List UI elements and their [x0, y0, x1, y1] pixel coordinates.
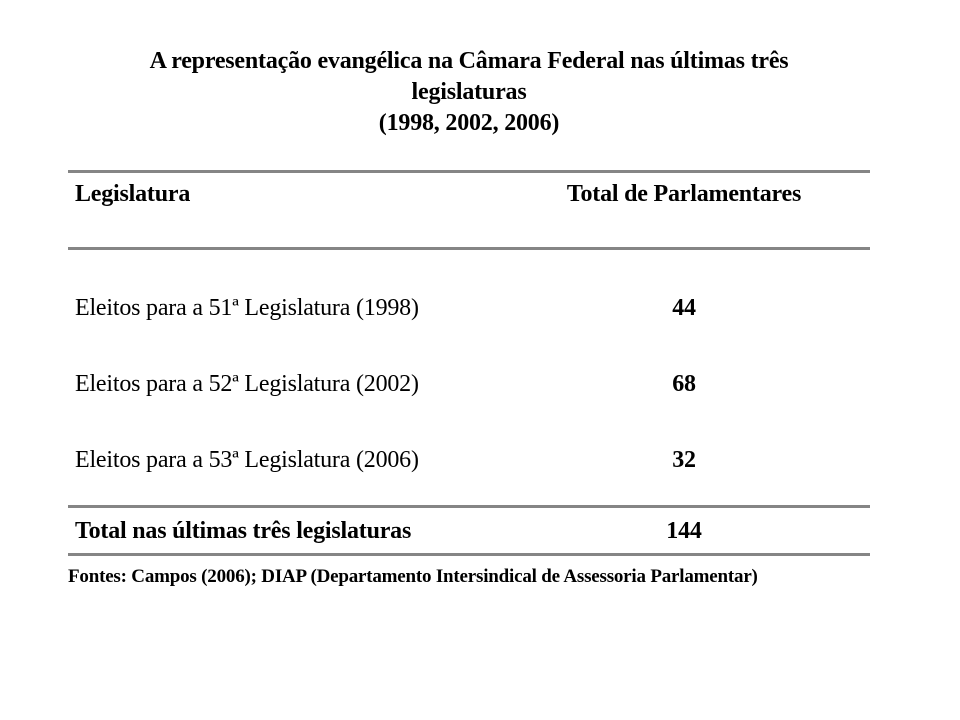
row-value-51-legislatura: 44 [672, 295, 696, 321]
row-value-52-legislatura: 68 [672, 371, 696, 397]
row-label-53-legislatura: Eleitos para a 53ª Legislatura (2006) [75, 447, 419, 473]
row-label-52-legislatura: Eleitos para a 52ª Legislatura (2002) [75, 371, 419, 397]
table-header-row: Legislatura Total de Parlamentares [68, 173, 870, 247]
spacer [68, 478, 870, 505]
legislature-table: Legislatura Total de Parlamentares Eleit… [68, 170, 870, 556]
total-top-rule [68, 505, 870, 508]
title-line-3: (1998, 2002, 2006) [378, 110, 560, 136]
table-total-row: Total nas últimas três legislaturas 144 [68, 508, 870, 553]
title-line-2: legislaturas [411, 79, 527, 105]
column-header-legislatura: Legislatura [75, 181, 191, 207]
total-row-label: Total nas últimas três legislaturas [75, 518, 412, 544]
table-row: Eleitos para a 51ª Legislatura (1998) 44 [68, 250, 870, 326]
table-bottom-rule [68, 553, 870, 556]
header-bottom-rule [68, 247, 870, 250]
title-line-1: A representação evangélica na Câmara Fed… [149, 48, 789, 74]
table-row: Eleitos para a 53ª Legislatura (2006) 32 [68, 402, 870, 478]
total-row-value: 144 [666, 518, 702, 544]
row-label-51-legislatura: Eleitos para a 51ª Legislatura (1998) [75, 295, 419, 321]
row-value-53-legislatura: 32 [672, 447, 696, 473]
slide-title: A representação evangélica na Câmara Fed… [68, 46, 870, 139]
table-top-rule [68, 170, 870, 173]
column-header-total-parlamentares: Total de Parlamentares [566, 181, 802, 207]
sources-note: Fontes: Campos (2006); DIAP (Departament… [68, 566, 758, 587]
table-row: Eleitos para a 52ª Legislatura (2002) 68 [68, 326, 870, 402]
